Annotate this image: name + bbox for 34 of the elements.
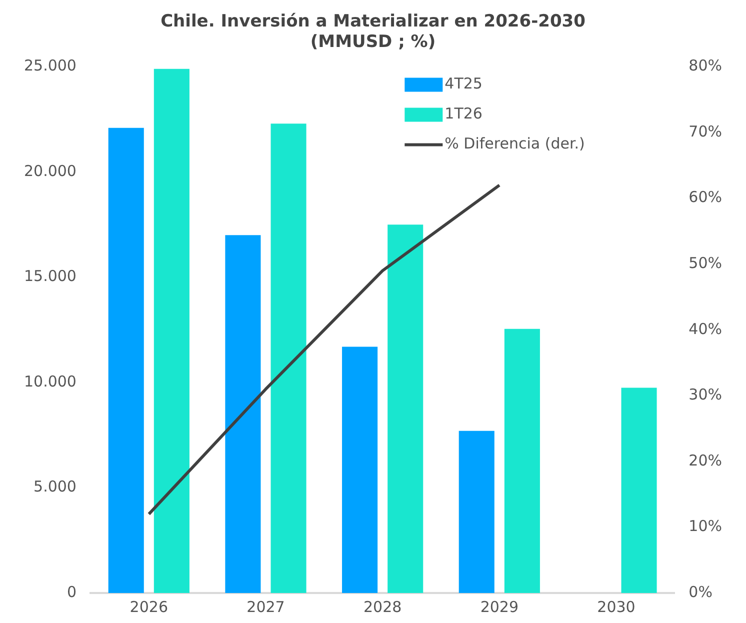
y-tick-label: 0 <box>66 582 76 601</box>
y2-tick-label: 10% <box>688 517 722 536</box>
text: Chile. Inversión a Materializar en 2026-2030 <box>160 12 586 32</box>
y-tick-label: 15.000 <box>24 267 76 286</box>
y2-tick-label: 70% <box>688 122 722 140</box>
y-tick-label: 20.000 <box>24 162 76 180</box>
x-tick-label: 2029 <box>480 598 518 616</box>
bar <box>225 235 261 593</box>
legend-label: % Diferencia (der.) <box>444 134 585 153</box>
y2-tick-label: 30% <box>688 386 722 404</box>
y-tick-label: 10.000 <box>24 372 76 390</box>
bar <box>270 124 306 593</box>
y2-tick-label: 80% <box>688 56 722 75</box>
bar <box>621 388 657 593</box>
bar <box>154 68 190 593</box>
y2-tick-label: 50% <box>688 254 722 272</box>
x-tick-label: 2030 <box>597 598 636 616</box>
y2-tick-label: 20% <box>688 451 722 470</box>
y2-tick-label: 0% <box>688 582 712 601</box>
y2-tick-label: 60% <box>688 188 722 206</box>
bar <box>458 430 494 593</box>
x-tick-label: 2028 <box>363 598 402 616</box>
bar <box>504 328 540 593</box>
bar <box>388 224 424 593</box>
y2-tick-label: 40% <box>688 320 722 338</box>
x-tick-label: 2026 <box>130 598 168 616</box>
y-tick-label: 25.000 <box>24 56 76 75</box>
text: (MMUSD ; %) <box>310 32 436 52</box>
bar <box>342 346 378 593</box>
y-tick-label: 5.000 <box>34 478 76 496</box>
bar <box>108 128 144 593</box>
x-tick-label: 2027 <box>246 598 285 616</box>
legend-label: 1T26 <box>444 104 482 123</box>
legend-label: 4T25 <box>444 74 482 93</box>
